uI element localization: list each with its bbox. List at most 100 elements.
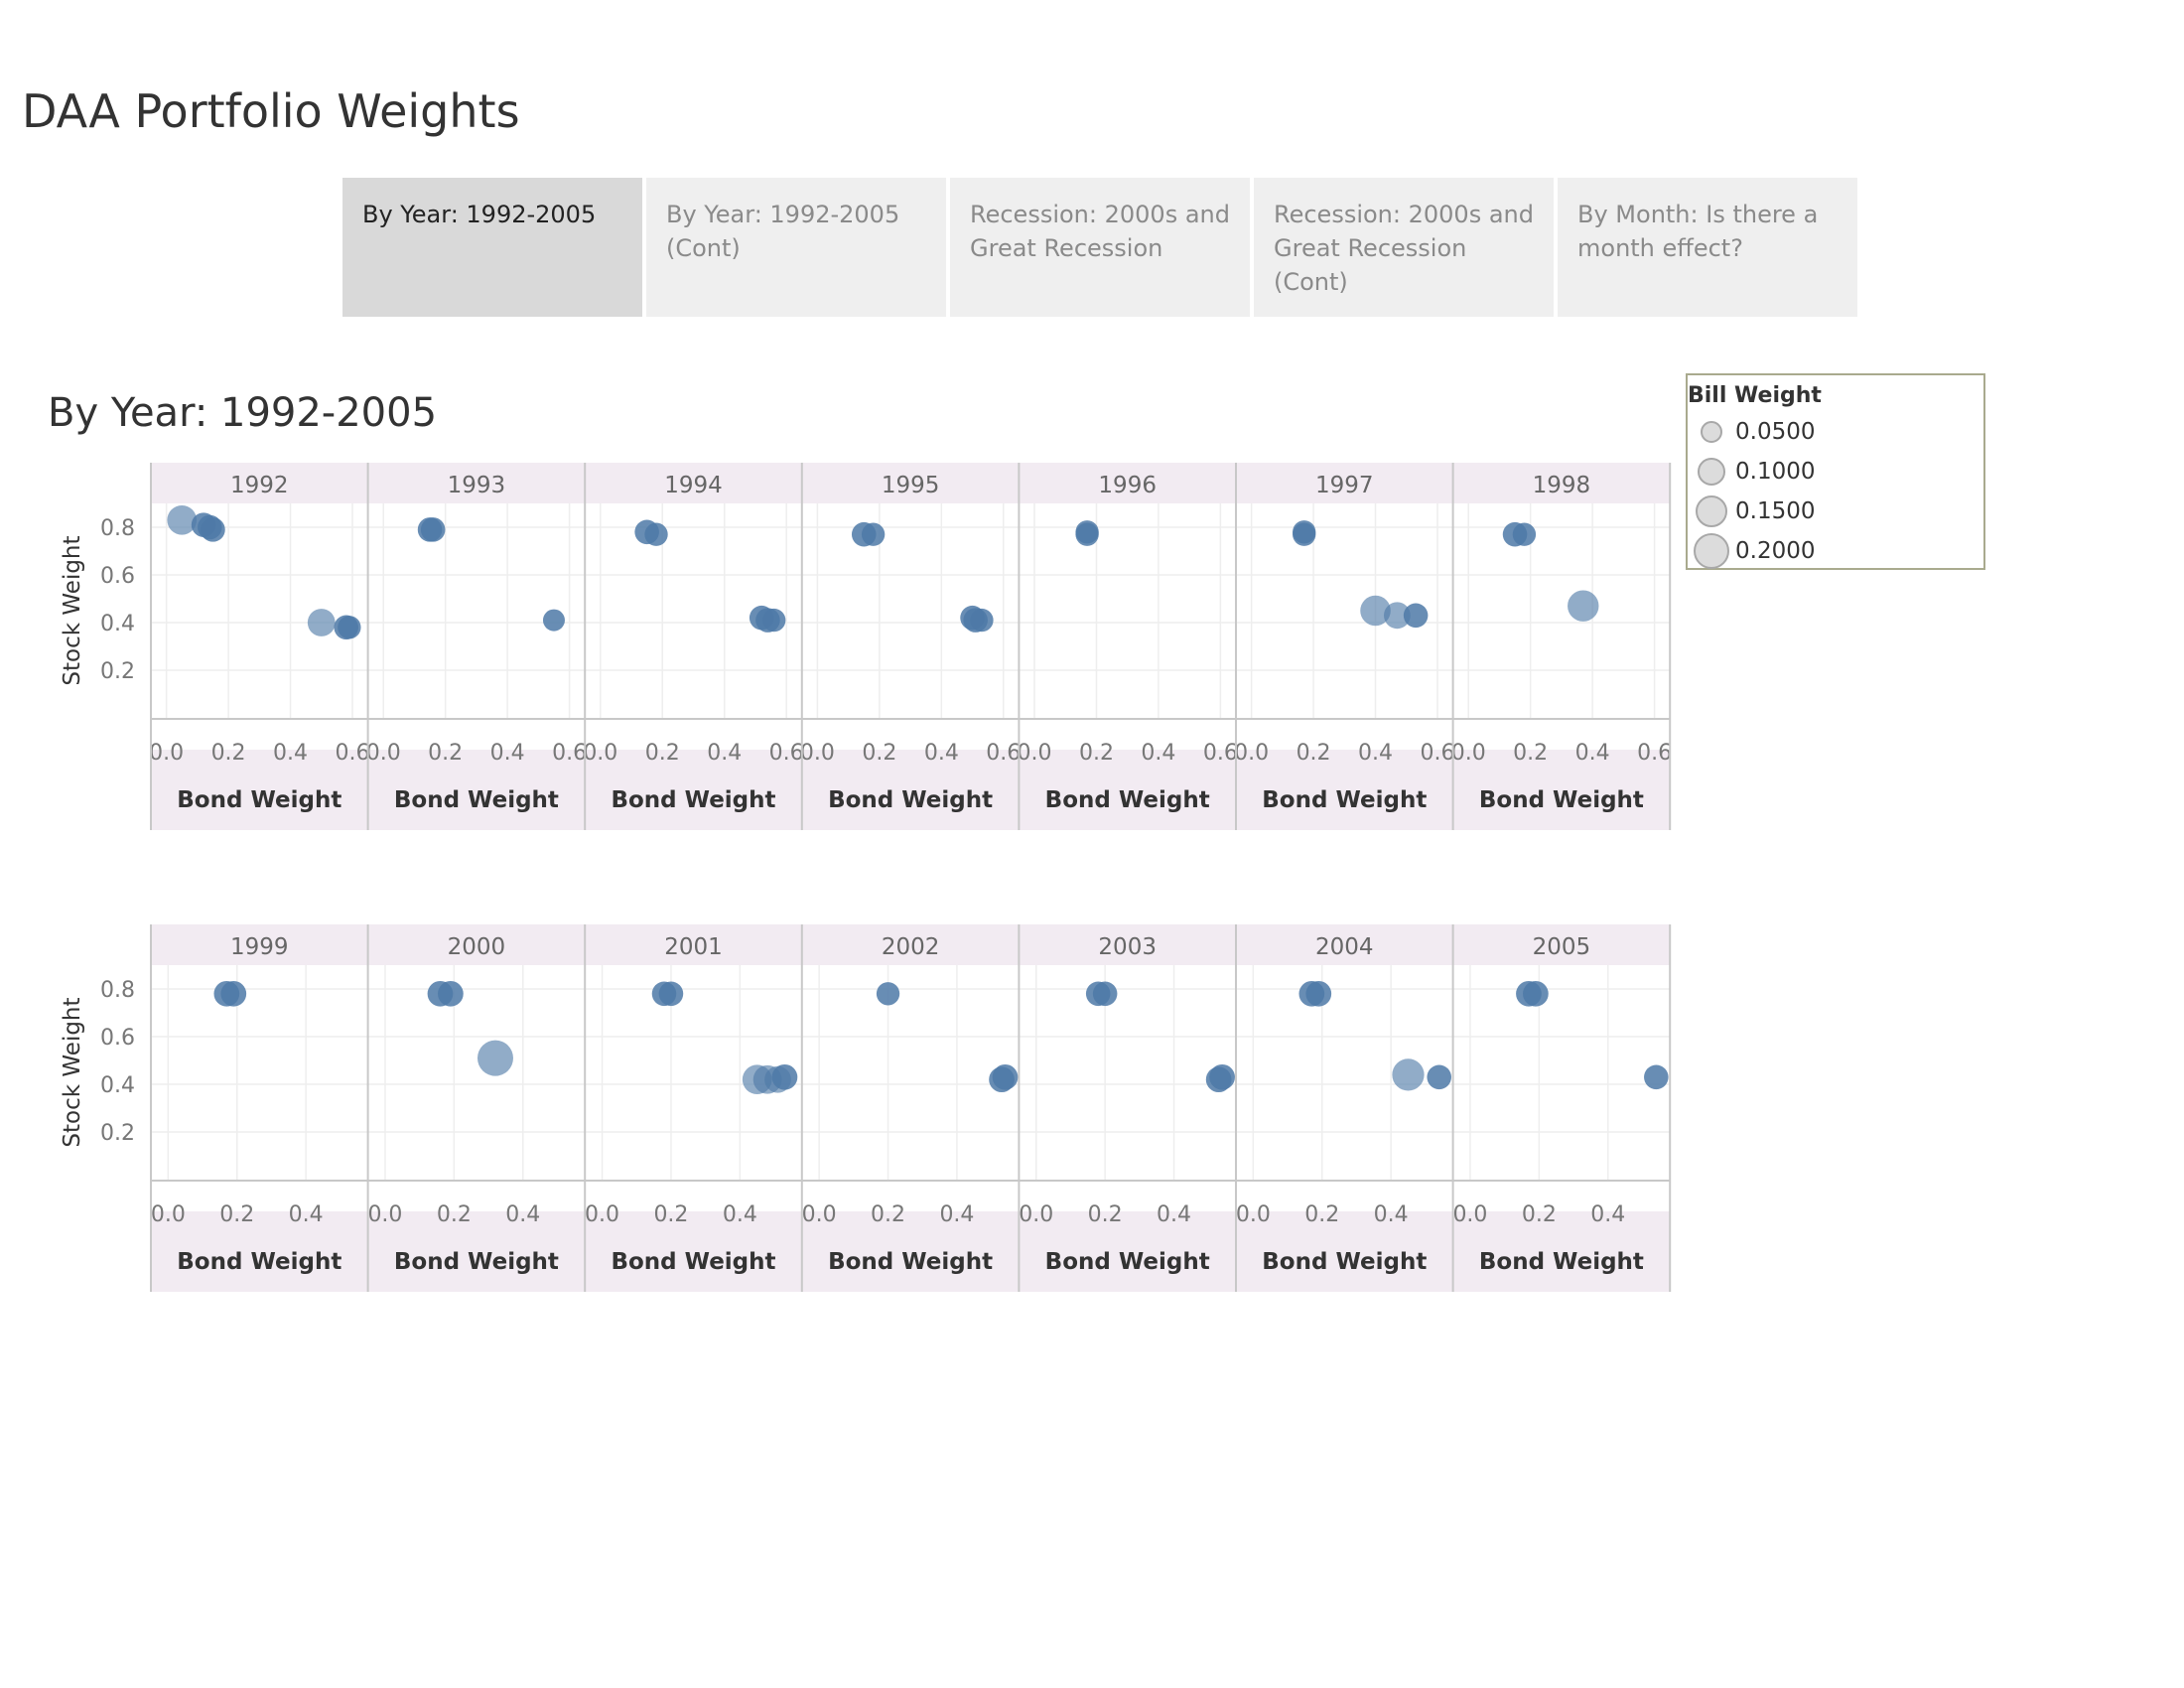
x-tick-label: 0.0 [1451,741,1486,766]
panel-year-label: 2005 [1533,934,1591,960]
legend-item: 0.1000 [1688,452,1983,492]
plot-area [1452,965,1671,1180]
panel-year-label: 1997 [1315,473,1374,498]
panel-year-label: 1994 [664,473,723,498]
tick-band [367,720,586,750]
x-tick-label: 0.6 [552,741,587,766]
x-tick-label: 0.4 [1157,1202,1191,1227]
legend-label: 0.2000 [1735,538,1816,564]
story-tabs: By Year: 1992-2005 By Year: 1992-2005 (C… [342,178,1861,317]
panel-header [1236,924,1453,965]
scatter-point [1392,1058,1425,1091]
tick-band [367,1182,586,1211]
legend-swatch [1688,492,1735,531]
x-axis-title: Bond Weight [1479,1249,1644,1275]
y-tick-label: 0.2 [100,659,135,684]
x-tick-label: 0.0 [149,741,184,766]
legend-swatch [1688,452,1735,492]
x-tick-label: 0.4 [1575,741,1610,766]
x-tick-label: 0.2 [871,1202,905,1227]
x-tick-label: 0.0 [1452,1202,1487,1227]
legend-label: 0.0500 [1735,419,1816,445]
x-tick-label: 0.2 [1088,1202,1123,1227]
y-tick-label: 0.8 [100,978,135,1003]
tab-label: Recession: 2000s and Great Recession [970,201,1230,262]
x-tick-label: 0.4 [723,1202,757,1227]
legend-circle-icon [1698,458,1725,486]
x-axis-title: Bond Weight [177,787,341,813]
tick-band [585,1182,802,1211]
x-axis-title: Bond Weight [177,1249,341,1275]
tab-by-year[interactable]: By Year: 1992-2005 [342,178,642,317]
scatter-point [876,982,900,1006]
x-tick-label: 0.2 [1079,741,1114,766]
x-tick-label: 0.4 [1374,1202,1409,1227]
scatter-point [1403,603,1429,629]
scatter-point [1209,1063,1235,1090]
x-tick-label: 0.6 [986,741,1021,766]
scatter-point [1075,522,1099,546]
panel-year-label: 2001 [664,934,723,960]
x-tick-label: 0.2 [1513,741,1548,766]
panel-year-label: 1995 [882,473,940,498]
x-tick-label: 0.6 [769,741,804,766]
x-tick-label: 0.4 [924,741,959,766]
legend-item: 0.2000 [1688,531,1983,571]
x-tick-label: 0.2 [428,741,463,766]
x-tick-label: 0.4 [273,741,308,766]
x-tick-label: 0.0 [366,741,401,766]
tab-recession[interactable]: Recession: 2000s and Great Recession [950,178,1250,317]
legend-items: 0.0500 0.1000 0.1500 0.2000 [1688,412,1983,571]
tab-recession-cont[interactable]: Recession: 2000s and Great Recession (Co… [1254,178,1554,317]
panel-header [1019,924,1236,965]
x-axis-title: Bond Weight [1262,1249,1427,1275]
x-tick-label: 0.0 [583,741,617,766]
panel-header [367,924,586,965]
scatter-point [220,980,247,1007]
plot-area [801,965,1020,1180]
x-axis-title: Bond Weight [1045,1249,1210,1275]
x-tick-label: 0.2 [1297,741,1331,766]
size-legend: Bill Weight 0.0500 0.1000 0.1500 0.2000 [1686,373,1985,570]
tick-band [801,1182,1020,1211]
plot-area [151,503,368,718]
scatter-point [658,981,684,1007]
plot-area [367,965,586,1180]
panel-year-label: 1999 [230,934,289,960]
x-axis-title: Bond Weight [1262,787,1427,813]
legend-swatch [1688,412,1735,452]
legend-swatch [1688,531,1735,571]
x-tick-label: 0.4 [490,741,525,766]
scatter-point [861,522,886,546]
y-tick-label: 0.2 [100,1121,135,1146]
tab-by-year-cont[interactable]: By Year: 1992-2005 (Cont) [646,178,946,317]
panel-header [1019,463,1236,503]
scatter-point [771,1063,798,1090]
x-tick-label: 0.6 [1420,741,1454,766]
x-tick-label: 0.6 [335,741,369,766]
tick-band [1019,1182,1236,1211]
scatter-point [1644,1064,1669,1090]
x-tick-label: 0.2 [437,1202,472,1227]
x-tick-label: 0.0 [802,1202,837,1227]
x-tick-label: 0.0 [1018,741,1052,766]
x-tick-label: 0.0 [585,1202,619,1227]
scatter-point [644,522,668,546]
tab-by-month[interactable]: By Month: Is there a month effect? [1558,178,1857,317]
x-tick-label: 0.4 [1141,741,1175,766]
scatter-point [1427,1064,1452,1090]
scatter-point [477,1040,513,1076]
scatter-point [762,608,786,633]
x-tick-label: 0.0 [151,1202,186,1227]
tick-band [1236,1182,1453,1211]
x-tick-label: 0.2 [211,741,246,766]
x-tick-label: 0.2 [645,741,680,766]
panel-year-label: 2004 [1315,934,1374,960]
panel-year-label: 2002 [882,934,940,960]
scatter-point [1512,522,1537,546]
tick-band [1236,720,1453,750]
x-tick-label: 0.4 [289,1202,324,1227]
panel-header [367,463,586,503]
x-tick-label: 0.6 [1203,741,1238,766]
plot-area [1019,503,1236,718]
